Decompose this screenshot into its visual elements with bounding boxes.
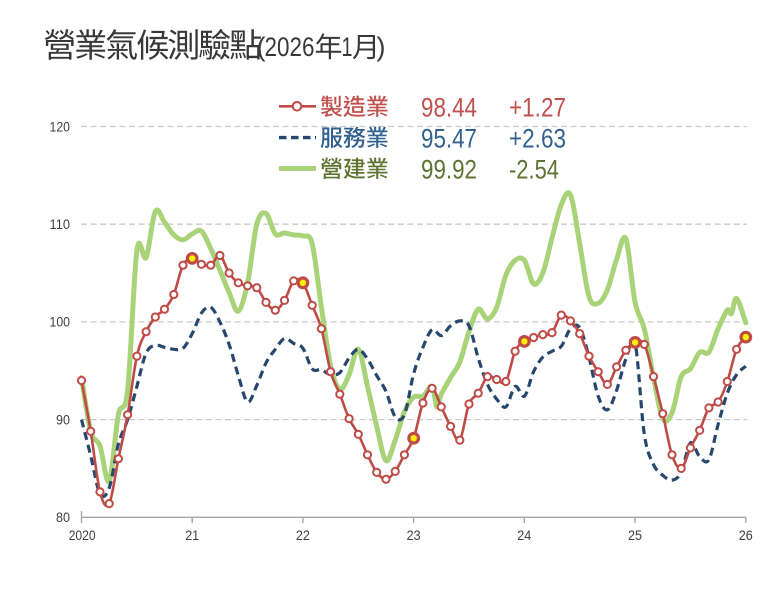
svg-text:-2.54: -2.54	[509, 155, 559, 185]
svg-text:25: 25	[628, 528, 642, 543]
svg-text:90: 90	[56, 412, 70, 427]
svg-text:26: 26	[739, 528, 753, 543]
svg-text:100: 100	[50, 315, 71, 330]
svg-text:80: 80	[56, 510, 70, 525]
svg-text:95.47: 95.47	[421, 124, 477, 154]
svg-text:(: (	[257, 32, 266, 62]
svg-text:23: 23	[407, 528, 421, 543]
svg-text:99.92: 99.92	[421, 155, 477, 185]
svg-text:110: 110	[50, 217, 71, 232]
svg-text:1: 1	[342, 32, 353, 62]
svg-text:98.44: 98.44	[421, 93, 477, 123]
svg-text:): )	[377, 32, 386, 62]
svg-text:+2.63: +2.63	[509, 124, 566, 154]
svg-text:24: 24	[517, 528, 531, 543]
svg-text:22: 22	[296, 528, 310, 543]
svg-text:2026: 2026	[265, 32, 315, 62]
svg-text:21: 21	[185, 528, 199, 543]
svg-text:120: 120	[50, 119, 71, 134]
svg-text:+1.27: +1.27	[509, 93, 566, 123]
svg-text:2020: 2020	[69, 528, 96, 543]
